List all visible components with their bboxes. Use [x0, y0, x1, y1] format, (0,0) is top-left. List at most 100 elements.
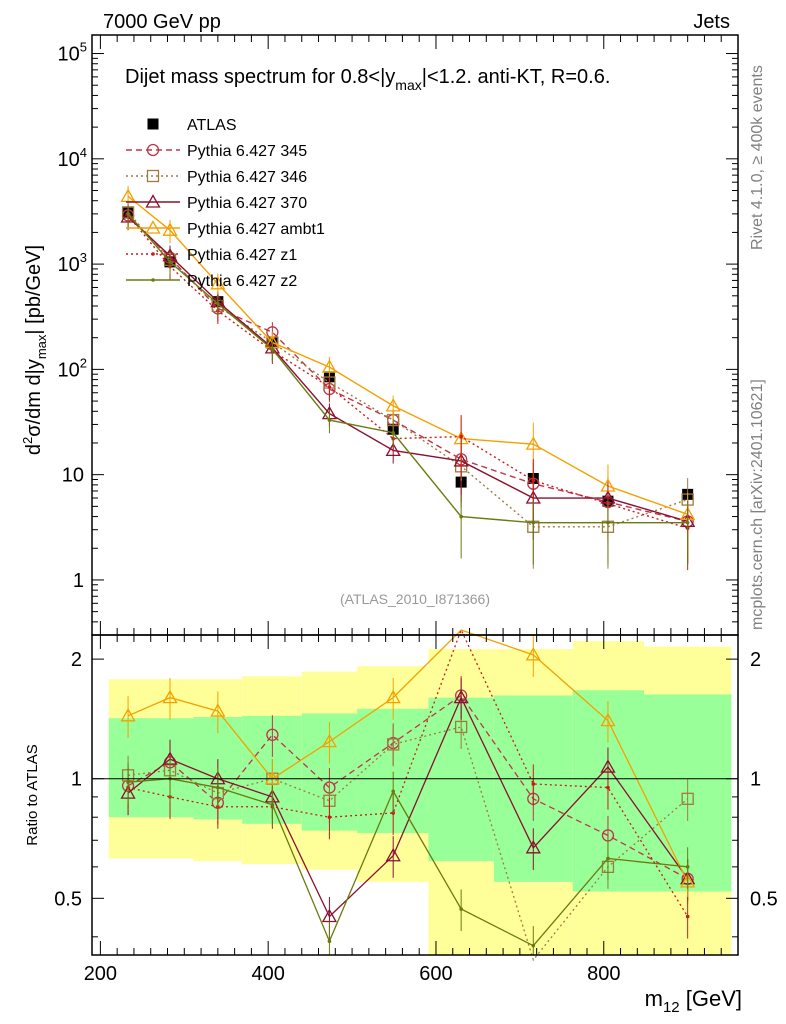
ratio-y-axis-label: Ratio to ATLAS [24, 744, 41, 845]
mcplots-label: mcplots.cern.ch [arXiv:2401.10621] [749, 379, 766, 630]
data-point [459, 434, 463, 439]
ratio-point [126, 780, 130, 785]
header-energy-label: 7000 GeV pp [103, 11, 221, 33]
ratio-series [120, 628, 696, 962]
ratio-point [531, 943, 536, 948]
x-axis: 200 400 600 800 [84, 35, 722, 985]
legend-marker [145, 220, 161, 234]
series-line [127, 216, 688, 523]
ratio-y-tick-label-right: 2 [750, 649, 761, 671]
analysis-watermark: (ATLAS_2010_I871366) [340, 591, 490, 607]
ratio-point [216, 785, 220, 790]
data-point [606, 520, 610, 525]
ratio-point [685, 914, 690, 919]
ratio-y-tick-label: 2 [71, 649, 82, 671]
chart-title: Dijet mass spectrum for 0.8<|ymax|<1.2. … [125, 66, 610, 93]
legend-marker [151, 278, 155, 282]
legend-marker [147, 118, 159, 130]
ratio-line [127, 696, 689, 918]
data-point [216, 301, 220, 306]
ratio-point [387, 738, 400, 751]
header-jets-label: Jets [693, 11, 730, 33]
ratio-point [162, 689, 178, 704]
data-point [210, 275, 226, 290]
y-tick-label: 102 [58, 355, 87, 381]
data-point [126, 212, 130, 216]
ratio-line [127, 726, 689, 962]
ratio-point [210, 703, 226, 717]
ratio-point [685, 865, 690, 869]
legend-label: Pythia 6.427 z1 [187, 247, 297, 264]
x-tick-label: 800 [587, 963, 620, 985]
data-point [525, 436, 541, 450]
legend-label: ATLAS [187, 117, 237, 134]
ratio-point [327, 815, 332, 820]
legend: ATLAS Pythia 6.427 345 Pythia 6.427 346 Pyt… [126, 117, 325, 290]
x-tick-label: 600 [419, 963, 452, 985]
ratio-point [391, 789, 395, 794]
legend-marker [145, 194, 161, 208]
y-tick-label: 10 [62, 465, 84, 487]
ratio-line [127, 628, 689, 917]
data-point [531, 520, 536, 525]
ratio-point [453, 689, 469, 704]
ratio-point [270, 802, 275, 807]
ratio-line [127, 694, 688, 880]
ratio-point [321, 908, 338, 923]
ratio-y-tick-label: 0.5 [54, 888, 82, 910]
data-point [321, 359, 338, 373]
legend-marker [151, 252, 155, 256]
ratio-point [459, 907, 463, 911]
data-point [162, 222, 178, 236]
data-point [270, 347, 275, 352]
x-tick-label: 200 [84, 963, 117, 985]
ratio-point [385, 847, 401, 862]
main-series [120, 186, 696, 571]
legend-marker [146, 143, 160, 157]
x-axis-label: m12 [GeV] [645, 986, 742, 1016]
ratio-frame [91, 634, 739, 956]
ratio-line [127, 629, 689, 883]
data-point [685, 520, 690, 525]
main-y-axis-label: d2σ/dm d|ymax| [pb/GeV] [20, 245, 49, 455]
ratio-point [531, 782, 536, 786]
ratio-y-tick-label-right: 0.5 [750, 888, 778, 910]
data-point [391, 430, 395, 435]
x-tick-label: 400 [251, 963, 284, 985]
ratio-line [128, 778, 688, 947]
y-tick-label: 103 [58, 250, 87, 276]
series-line [127, 195, 688, 515]
ratio-point [606, 856, 610, 861]
legend-label: Pythia 6.427 370 [187, 195, 307, 212]
ratio-point [606, 785, 610, 790]
legend-label: Pythia 6.427 345 [187, 143, 307, 160]
ratio-point [264, 770, 280, 785]
legend-label: Pythia 6.427 z2 [187, 273, 297, 290]
ratio-point [266, 728, 279, 741]
y-tick-label: 105 [58, 40, 87, 66]
main-y-axis: 1 10 102 103 104 105 [58, 40, 738, 636]
ratio-point [120, 707, 136, 722]
data-point [385, 442, 401, 457]
ratio-point [525, 839, 541, 854]
legend-label: Pythia 6.427 ambt1 [187, 221, 325, 238]
data-point [327, 385, 332, 389]
ratio-point [327, 939, 332, 943]
data-point [168, 260, 172, 264]
y-tick-label: 1 [73, 570, 84, 592]
data-point [531, 478, 536, 483]
ratio-point [681, 792, 694, 805]
y-tick-label: 104 [58, 145, 87, 171]
ratio-point [321, 733, 338, 748]
ratio-y-tick-label-right: 1 [750, 769, 761, 791]
legend-marker [146, 169, 160, 183]
ratio-point [454, 720, 468, 734]
ratio-y-tick-label: 1 [71, 769, 82, 791]
rivet-label: Rivet 4.1.0, ≥ 400k events [749, 65, 766, 250]
data-point [327, 418, 332, 422]
ratio-y-axis: 0.5 1 2 0.5 1 2 [54, 649, 778, 938]
ratio-point [600, 712, 616, 727]
ratio-point [385, 689, 401, 704]
data-point [385, 398, 401, 412]
